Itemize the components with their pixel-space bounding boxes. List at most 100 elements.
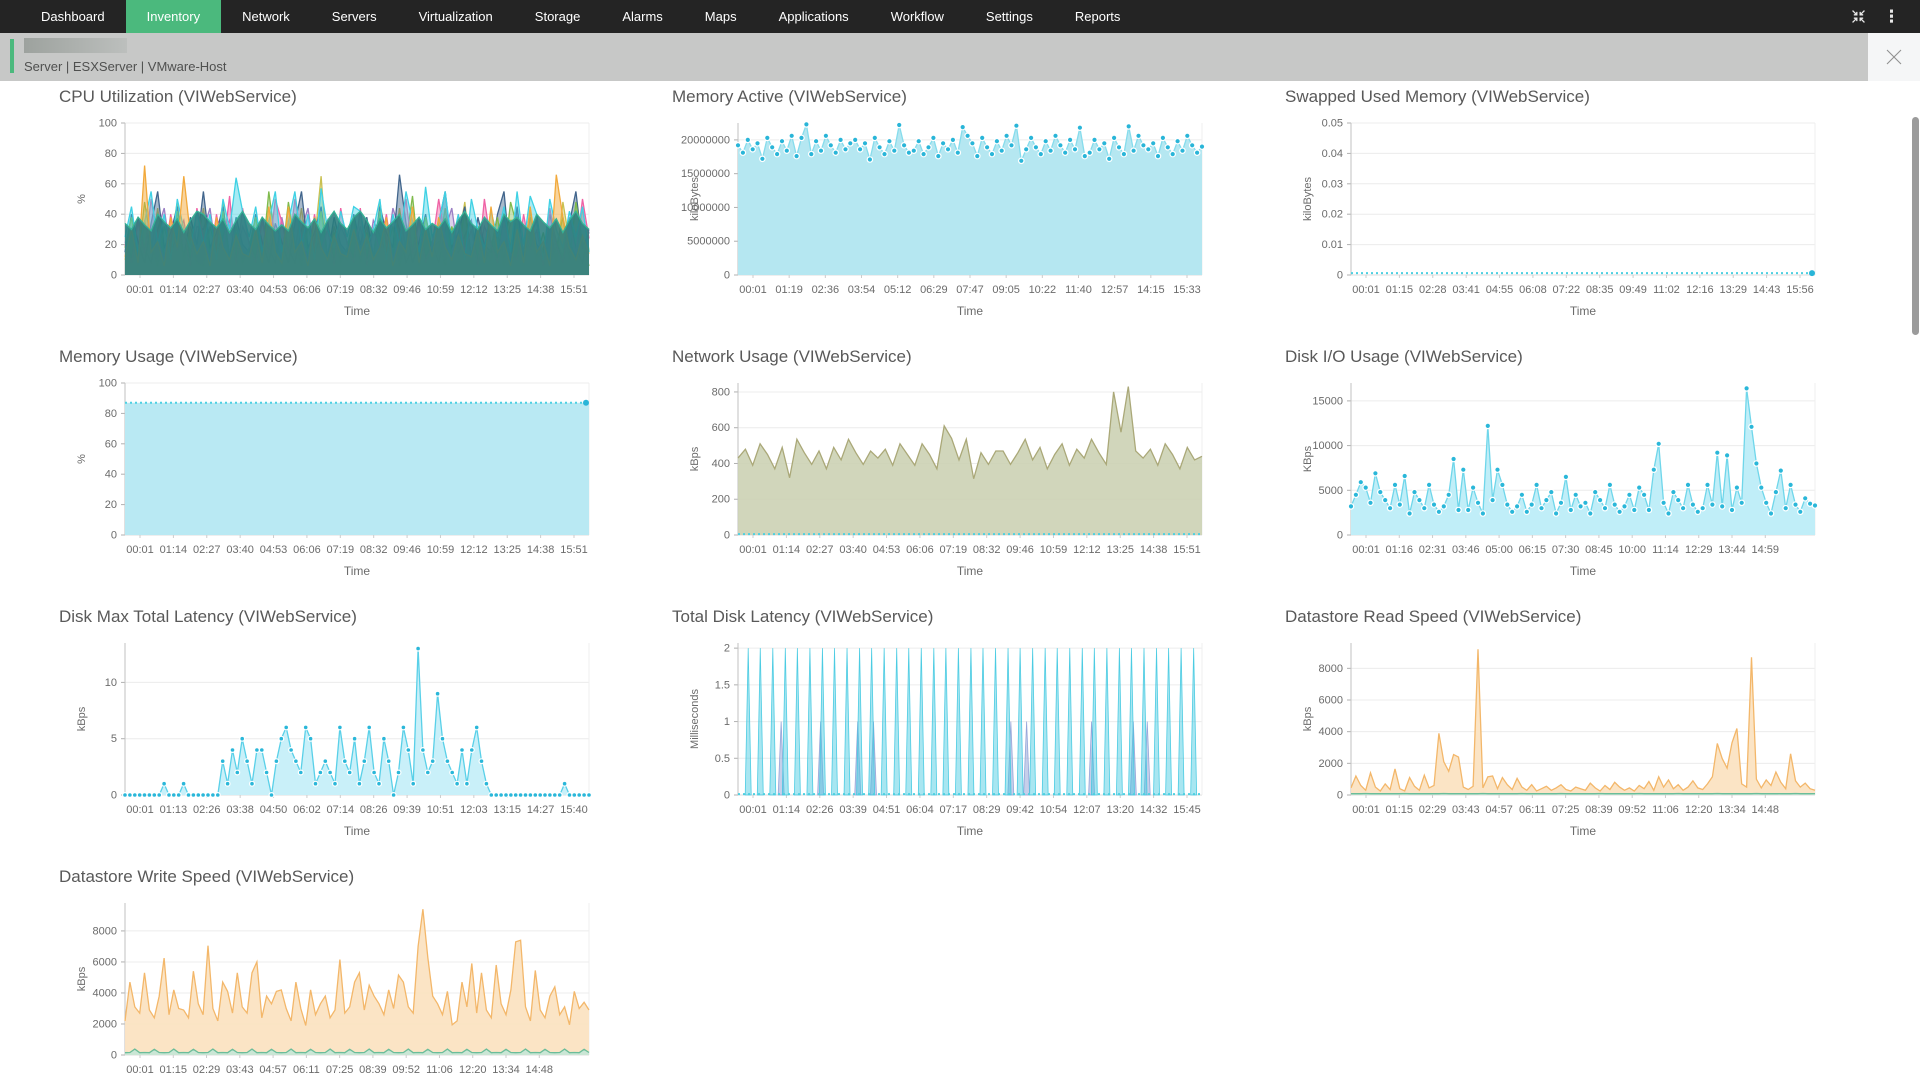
chart-cpu-utilization-viwebservice: CPU Utilization (VIWebService) 0 20 40 60 80 1…	[48, 87, 661, 347]
svg-text:600: 600	[712, 422, 730, 434]
nav-tab-inventory[interactable]: Inventory	[125, 0, 222, 33]
vertical-scrollbar-thumb[interactable]	[1912, 117, 1919, 335]
svg-text:00:01: 00:01	[1352, 284, 1380, 296]
redacted-device-name	[24, 38, 127, 53]
svg-text:11:06: 11:06	[426, 1064, 453, 1076]
svg-text:02:29: 02:29	[193, 1064, 221, 1076]
svg-text:03:43: 03:43	[1452, 804, 1480, 816]
svg-text:06:04: 06:04	[906, 804, 934, 816]
svg-text:kiloBytes: kiloBytes	[689, 176, 701, 221]
svg-text:14:43: 14:43	[1753, 284, 1781, 296]
svg-text:06:06: 06:06	[293, 284, 321, 296]
svg-text:Time: Time	[957, 824, 984, 838]
accent-bar	[10, 39, 14, 73]
svg-text:0.5: 0.5	[715, 753, 730, 765]
svg-text:04:53: 04:53	[873, 544, 901, 556]
svg-text:06:06: 06:06	[293, 544, 321, 556]
svg-text:09:46: 09:46	[1006, 544, 1034, 556]
svg-text:00:01: 00:01	[739, 804, 767, 816]
svg-text:03:40: 03:40	[226, 544, 254, 556]
close-icon	[1886, 49, 1902, 65]
svg-text:Time: Time	[344, 304, 371, 318]
svg-text:5000000: 5000000	[687, 236, 730, 248]
svg-text:02:28: 02:28	[1419, 284, 1447, 296]
svg-text:09:52: 09:52	[1618, 804, 1646, 816]
svg-text:0.01: 0.01	[1322, 239, 1343, 251]
svg-text:12:12: 12:12	[460, 284, 488, 296]
nav-tabs: Dashboard Inventory Network Servers Virtuali…	[0, 0, 1141, 33]
svg-text:08:39: 08:39	[1585, 804, 1613, 816]
svg-text:05:00: 05:00	[1485, 544, 1513, 556]
svg-text:15:56: 15:56	[1786, 284, 1814, 296]
svg-text:06:11: 06:11	[293, 1064, 320, 1076]
nav-tab-dashboard[interactable]: Dashboard	[41, 9, 105, 24]
svg-text:13:34: 13:34	[1718, 804, 1746, 816]
chart-canvas: 0 2000 4000 6000 8000 kBps 00:01 01:15 02:29 03:4…	[76, 903, 590, 1076]
svg-text:01:14: 01:14	[773, 544, 801, 556]
svg-text:40: 40	[105, 469, 117, 481]
svg-text:09:46: 09:46	[393, 284, 421, 296]
nav-tab-alarms[interactable]: Alarms	[622, 9, 663, 24]
svg-text:0: 0	[1337, 270, 1343, 282]
kebab-menu-icon[interactable]: ⋮	[1883, 7, 1900, 26]
chart-swapped-used-memory-viwebservice: Swapped Used Memory (VIWebService) 0 0.01 0…	[1274, 87, 1887, 347]
svg-text:08:45: 08:45	[1585, 544, 1613, 556]
nav-tab-network[interactable]: Network	[242, 9, 290, 24]
svg-text:12:12: 12:12	[1073, 544, 1101, 556]
nav-tab-reports[interactable]: Reports	[1074, 9, 1121, 24]
svg-text:11:02: 11:02	[1653, 284, 1680, 296]
svg-text:10000: 10000	[1312, 440, 1343, 452]
svg-text:14:38: 14:38	[527, 544, 555, 556]
svg-text:15000: 15000	[1312, 395, 1343, 407]
svg-text:09:39: 09:39	[393, 804, 421, 816]
svg-text:60: 60	[105, 178, 117, 190]
svg-text:15:40: 15:40	[560, 804, 588, 816]
nav-tab-maps[interactable]: Maps	[704, 9, 737, 24]
svg-text:02:26: 02:26	[806, 804, 834, 816]
svg-text:06:08: 06:08	[1519, 284, 1547, 296]
svg-text:%: %	[76, 194, 88, 204]
svg-text:08:39: 08:39	[359, 1064, 387, 1076]
svg-text:800: 800	[712, 386, 730, 398]
nav-tab-applications[interactable]: Applications	[778, 9, 849, 24]
svg-text:07:25: 07:25	[1552, 804, 1580, 816]
svg-text:03:54: 03:54	[848, 284, 876, 296]
close-button[interactable]	[1868, 33, 1920, 81]
svg-text:15000000: 15000000	[681, 168, 730, 180]
svg-text:14:38: 14:38	[527, 284, 555, 296]
svg-text:0.04: 0.04	[1322, 148, 1343, 160]
svg-text:14:15: 14:15	[1137, 284, 1165, 296]
svg-text:15:51: 15:51	[1173, 544, 1201, 556]
svg-text:kBps: kBps	[1302, 706, 1314, 731]
chart-total-disk-latency-viwebservice: Total Disk Latency (VIWebService) 0 0.5 1 1.…	[661, 607, 1274, 867]
svg-text:07:19: 07:19	[327, 544, 355, 556]
nav-tab-storage[interactable]: Storage	[534, 9, 581, 24]
svg-text:06:11: 06:11	[1519, 804, 1546, 816]
svg-text:0: 0	[1337, 790, 1343, 802]
svg-text:12:20: 12:20	[1685, 804, 1713, 816]
breadcrumb-band: Server | ESXServer | VMware-Host	[0, 33, 1868, 81]
svg-text:4000: 4000	[93, 987, 117, 999]
svg-text:0: 0	[111, 790, 117, 802]
svg-text:01:15: 01:15	[1386, 804, 1414, 816]
nav-tab-workflow[interactable]: Workflow	[890, 9, 944, 24]
svg-text:10: 10	[105, 677, 117, 689]
svg-text:02:29: 02:29	[1419, 804, 1447, 816]
chart-network-usage-viwebservice: Network Usage (VIWebService) 0 200 400 600 80…	[661, 347, 1274, 607]
svg-text:06:15: 06:15	[1519, 544, 1547, 556]
nav-tab-servers[interactable]: Servers	[331, 9, 377, 24]
chart-title: Datastore Write Speed (VIWebService)	[59, 867, 355, 886]
chart-canvas: 0 0.5 1 1.5 2 Milliseconds 00:01 01:14 02:26 03:3…	[689, 643, 1203, 838]
svg-text:0: 0	[111, 270, 117, 282]
svg-text:Time: Time	[344, 564, 371, 578]
compress-icon[interactable]	[1850, 8, 1867, 25]
svg-text:kBps: kBps	[76, 966, 88, 991]
svg-text:14:38: 14:38	[1140, 544, 1168, 556]
svg-text:10:22: 10:22	[1029, 284, 1057, 296]
svg-text:5000: 5000	[1319, 485, 1343, 497]
chart-disk-i-o-usage-viwebservice: Disk I/O Usage (VIWebService) 0 5000 10000 1…	[1274, 347, 1887, 607]
nav-tab-settings[interactable]: Settings	[985, 9, 1033, 24]
svg-text:04:53: 04:53	[260, 284, 288, 296]
svg-text:06:02: 06:02	[293, 804, 321, 816]
nav-tab-virtualization[interactable]: Virtualization	[418, 9, 493, 24]
